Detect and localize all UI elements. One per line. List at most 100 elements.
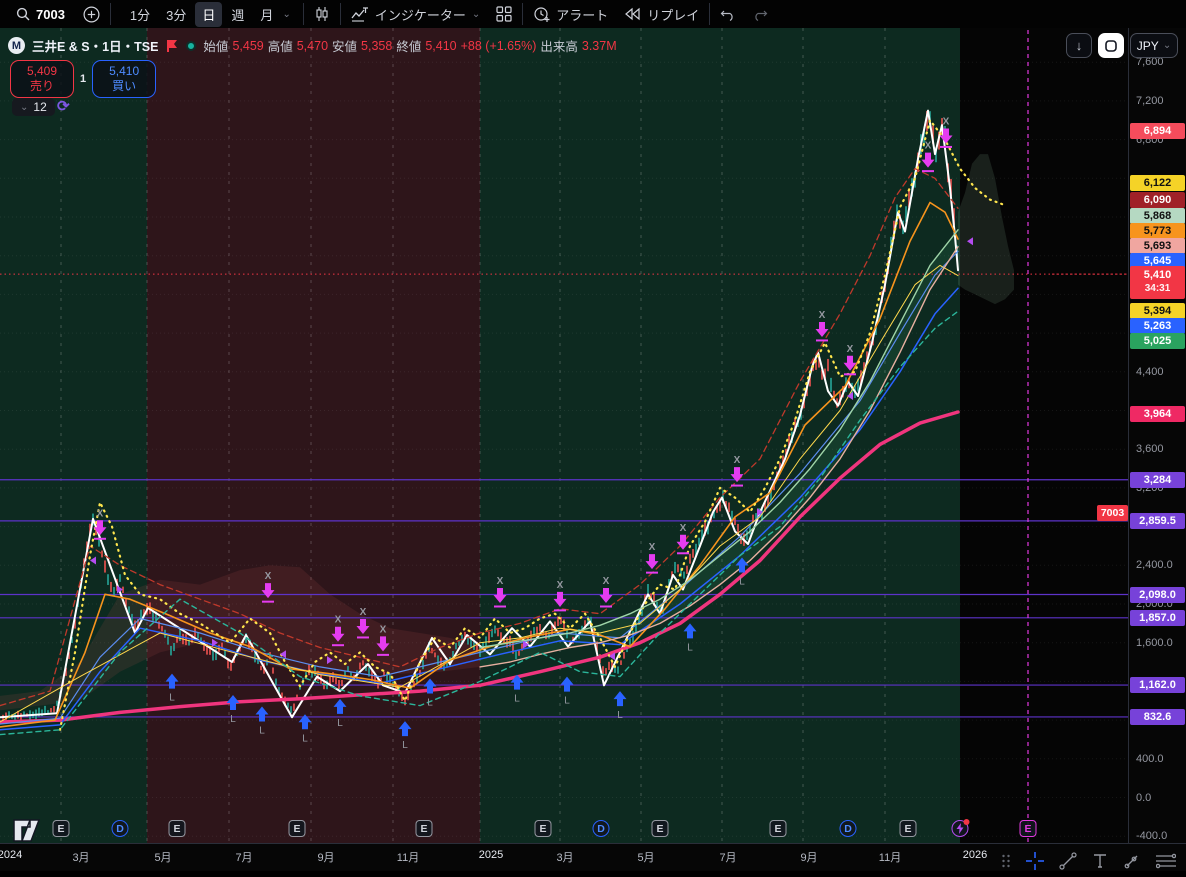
crosshair-tool-icon[interactable] xyxy=(1026,852,1044,870)
purple-level-label[interactable]: 3,284 xyxy=(1130,471,1185,488)
symbol-search[interactable]: 7003 xyxy=(8,0,73,28)
indicator-templates-button[interactable] xyxy=(490,3,518,25)
close-value: 5,410 xyxy=(425,38,457,53)
axis-tick: -400.0 xyxy=(1136,830,1168,843)
settings-lines-icon[interactable] xyxy=(1156,853,1176,869)
indicator-value-label: 5,394 xyxy=(1130,303,1185,319)
redo-button[interactable] xyxy=(746,5,774,24)
symbol-title[interactable]: 三井E & S・1日・TSE xyxy=(32,40,159,54)
sell-arrow-icon xyxy=(493,588,507,603)
buy-arrow-icon xyxy=(510,674,524,690)
toolbar-divider xyxy=(302,3,304,25)
alert-button[interactable]: アラート xyxy=(527,2,614,27)
interval-3min[interactable]: 3分 xyxy=(166,7,187,23)
earnings-marker[interactable]: E xyxy=(651,820,669,837)
change-value: +88 (+1.65%) xyxy=(460,38,537,53)
purple-level-label[interactable]: 1,857.0 xyxy=(1130,609,1185,626)
upcoming-earnings-marker[interactable]: E xyxy=(1019,820,1037,837)
interval-chevron-icon[interactable]: ⌄ xyxy=(282,8,291,20)
trendline-tool-icon[interactable] xyxy=(1059,852,1077,870)
buy-signal-l-label: L xyxy=(169,693,175,704)
bar-countdown: 34:31 xyxy=(1144,283,1171,294)
signal-triangle-icon xyxy=(847,391,853,400)
scale-down-button[interactable]: ↓ xyxy=(1066,33,1092,58)
line-yellow xyxy=(0,264,959,723)
currency-value: JPY xyxy=(1136,38,1159,53)
time-label-month: 5月 xyxy=(637,852,655,864)
price-axis[interactable]: 7,600 7,200 6,800 4,400 3,600 3,200 2,400.0 2,0… xyxy=(1097,28,1186,843)
line-darkred xyxy=(0,167,959,707)
low-value: 5,358 xyxy=(361,38,393,53)
earnings-marker[interactable]: E xyxy=(899,820,917,837)
chart-style-button[interactable] xyxy=(308,3,336,25)
dividend-marker[interactable]: D xyxy=(592,820,610,837)
buy-signal-l-label: L xyxy=(402,740,408,751)
buy-arrow-icon xyxy=(226,694,240,710)
tradingview-logo[interactable] xyxy=(13,819,41,842)
earnings-marker[interactable]: E xyxy=(288,820,306,837)
dividend-marker[interactable]: D xyxy=(839,820,857,837)
dividend-marker[interactable]: D xyxy=(111,820,129,837)
toolbar-divider xyxy=(109,3,111,25)
chart-pane[interactable]: X X X X X X X X X X X X X X X L L L L L L L L L L L L M 三井E & S・1日… xyxy=(0,28,1186,877)
purple-level-label[interactable]: 832.6 xyxy=(1130,708,1185,725)
price-chart-canvas[interactable]: X X X X X X X X X X X X X X X L L L L L L L L L L L L xyxy=(0,28,1186,877)
axis-tick: 2,400.0 xyxy=(1136,559,1173,572)
earnings-marker[interactable]: E xyxy=(168,820,186,837)
purple-level-label[interactable]: 2,098.0 xyxy=(1130,586,1185,603)
market-status-icon[interactable] xyxy=(186,40,197,51)
currency-selector[interactable]: JPY ⌄ xyxy=(1130,33,1178,58)
sell-signal-x-label: X xyxy=(603,576,610,587)
indicators-chevron-icon[interactable]: ⌄ xyxy=(471,8,481,20)
interval-week[interactable]: 週 xyxy=(231,7,245,23)
maximize-pane-button[interactable] xyxy=(1098,33,1124,58)
undo-button[interactable] xyxy=(714,5,742,24)
time-label-month: 9月 xyxy=(800,852,818,864)
axis-tick: 1,600.0 xyxy=(1136,636,1173,649)
sync-refresh-icon[interactable]: ⟳ xyxy=(57,98,70,115)
replay-label: リプレイ xyxy=(647,7,700,23)
interval-month[interactable]: 月 xyxy=(260,7,274,23)
earnings-marker[interactable]: E xyxy=(534,820,552,837)
chevron-down-icon: ⌄ xyxy=(20,101,29,113)
object-tree-collapse-button[interactable]: ⌄ 12 xyxy=(12,98,55,116)
interval-1min[interactable]: 1分 xyxy=(129,7,151,23)
volume-label: 出来高 xyxy=(540,40,578,54)
session-zone xyxy=(480,28,960,843)
earnings-marker[interactable]: E xyxy=(769,820,787,837)
sell-signal-x-label: X xyxy=(649,542,656,553)
symbol-legend[interactable]: M 三井E & S・1日・TSE 始値 5,459 高値 5,470 安値 5,358… xyxy=(8,36,617,55)
sell-button[interactable]: 5,409 売り xyxy=(10,60,74,98)
cloud-bottom-salmon xyxy=(479,245,959,668)
drag-handle-icon[interactable] xyxy=(1001,854,1011,868)
indicator-value-label: 5,693 xyxy=(1130,238,1185,254)
buy-button[interactable]: 5,410 買い xyxy=(92,60,157,98)
flag-icon[interactable] xyxy=(165,39,179,53)
compare-add-button[interactable] xyxy=(77,3,106,26)
earnings-marker[interactable]: E xyxy=(52,820,70,837)
current-price-value: 5,410 xyxy=(1143,269,1172,281)
close-label: 終値 xyxy=(396,40,422,54)
time-axis[interactable]: 2024 3月 5月 7月 9月 11月 2025 3月 5月 7月 9月 11月 2026 xyxy=(0,843,1186,871)
earnings-marker[interactable]: E xyxy=(415,820,433,837)
high-value: 5,470 xyxy=(296,38,329,53)
time-label-year: 2025 xyxy=(478,849,504,861)
alert-clock-icon xyxy=(533,6,550,23)
ma-orange xyxy=(0,201,959,728)
time-label-month: 11月 xyxy=(878,852,902,864)
purple-level-label[interactable]: 1,162.0 xyxy=(1130,677,1185,694)
interval-1day[interactable]: 日 xyxy=(195,1,223,27)
symbol-input[interactable]: 7003 xyxy=(36,6,65,22)
indicator-value-label: 5,645 xyxy=(1130,253,1185,269)
replay-button[interactable]: リプレイ xyxy=(618,2,705,27)
purple-level-label[interactable]: 2,859.5 xyxy=(1130,512,1185,529)
sell-signal-x-label: X xyxy=(847,344,854,355)
buy-signal-l-label: L xyxy=(617,710,623,721)
measure-tool-icon[interactable] xyxy=(1123,852,1141,870)
latest-event-flash-icon[interactable] xyxy=(951,819,970,837)
text-tool-icon[interactable] xyxy=(1092,853,1108,869)
indicators-button[interactable]: インジケーター ⌄ xyxy=(345,2,486,27)
time-label-month: 7月 xyxy=(235,852,253,864)
indicator-value-label: 5,263 xyxy=(1130,318,1185,334)
toolbar-divider xyxy=(339,3,341,25)
